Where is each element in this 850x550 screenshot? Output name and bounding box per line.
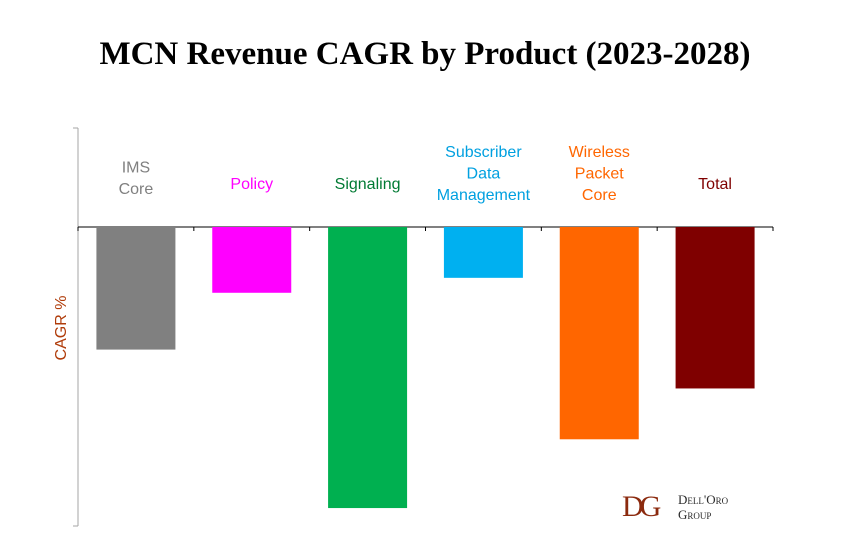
logo-line2: Group xyxy=(678,507,712,522)
dell-oro-logo: DG Dell'Oro Group xyxy=(622,490,742,524)
chart-axes xyxy=(73,127,774,527)
category-label: Total xyxy=(698,176,732,193)
category-labels: IMS Core Policy Signaling Subscriber Data Mana… xyxy=(119,144,732,204)
chart-bars xyxy=(96,227,755,509)
logo-line1: Dell'Oro xyxy=(678,492,729,507)
logo-text: Dell'Oro Group xyxy=(678,492,728,522)
y-axis-label: CAGR % xyxy=(53,296,70,361)
logo-mark: DG xyxy=(622,490,661,523)
bar-signaling xyxy=(328,227,408,509)
category-label: Signaling xyxy=(335,176,401,193)
bar-ims-core xyxy=(96,227,176,350)
bar-subscriber-data-management xyxy=(443,227,523,278)
bar-policy xyxy=(212,227,292,293)
category-label: IMS Core xyxy=(119,160,154,199)
category-label: Subscriber Data Management xyxy=(437,144,531,204)
bar-wireless-packet-core xyxy=(559,227,639,440)
bar-total xyxy=(675,227,755,389)
category-label: Policy xyxy=(230,176,273,193)
category-label: Wireless Packet Core xyxy=(569,144,630,204)
chart-title: MCN Revenue CAGR by Product (2023-2028) xyxy=(99,36,751,72)
